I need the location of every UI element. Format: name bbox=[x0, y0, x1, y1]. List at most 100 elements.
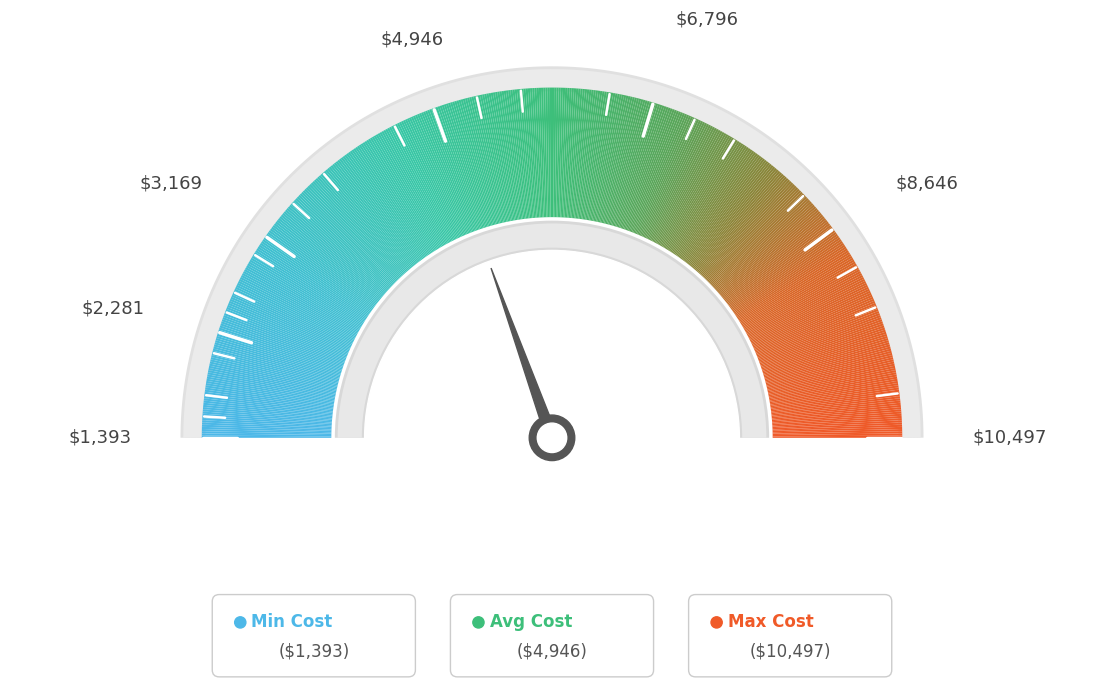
Wedge shape bbox=[495, 92, 518, 220]
Wedge shape bbox=[552, 88, 554, 217]
Wedge shape bbox=[648, 123, 707, 240]
Wedge shape bbox=[670, 142, 742, 253]
Wedge shape bbox=[676, 148, 751, 256]
Wedge shape bbox=[278, 218, 380, 300]
Wedge shape bbox=[330, 165, 414, 267]
Wedge shape bbox=[617, 104, 658, 228]
Wedge shape bbox=[209, 366, 336, 394]
Wedge shape bbox=[703, 182, 794, 278]
Wedge shape bbox=[251, 257, 363, 326]
Wedge shape bbox=[765, 348, 891, 383]
Wedge shape bbox=[361, 144, 433, 253]
Wedge shape bbox=[202, 418, 331, 426]
Wedge shape bbox=[248, 262, 361, 328]
Wedge shape bbox=[231, 297, 350, 351]
Wedge shape bbox=[760, 322, 883, 366]
Wedge shape bbox=[684, 157, 763, 262]
Wedge shape bbox=[267, 232, 373, 309]
Wedge shape bbox=[216, 334, 341, 373]
Wedge shape bbox=[769, 379, 898, 402]
Wedge shape bbox=[585, 92, 607, 220]
Wedge shape bbox=[619, 104, 660, 228]
Wedge shape bbox=[314, 179, 403, 276]
Wedge shape bbox=[751, 285, 868, 343]
Wedge shape bbox=[204, 394, 333, 411]
Wedge shape bbox=[583, 91, 603, 219]
Wedge shape bbox=[692, 168, 777, 268]
Wedge shape bbox=[752, 290, 871, 346]
Wedge shape bbox=[302, 190, 396, 283]
Wedge shape bbox=[740, 254, 851, 323]
Wedge shape bbox=[320, 174, 407, 273]
Wedge shape bbox=[213, 346, 339, 382]
Wedge shape bbox=[541, 88, 546, 217]
Wedge shape bbox=[754, 297, 873, 351]
Wedge shape bbox=[359, 144, 432, 254]
Text: ($10,497): ($10,497) bbox=[750, 642, 831, 660]
Wedge shape bbox=[344, 155, 423, 260]
Wedge shape bbox=[581, 90, 601, 219]
Wedge shape bbox=[284, 211, 384, 296]
Wedge shape bbox=[492, 92, 516, 220]
Wedge shape bbox=[309, 184, 400, 279]
Wedge shape bbox=[223, 315, 346, 362]
Wedge shape bbox=[762, 330, 885, 371]
Wedge shape bbox=[768, 370, 896, 397]
Wedge shape bbox=[439, 106, 482, 229]
Wedge shape bbox=[539, 88, 545, 217]
Wedge shape bbox=[767, 362, 894, 391]
Wedge shape bbox=[755, 301, 875, 353]
Wedge shape bbox=[708, 190, 802, 283]
Wedge shape bbox=[476, 95, 506, 222]
Wedge shape bbox=[735, 243, 845, 316]
Wedge shape bbox=[751, 287, 869, 344]
Wedge shape bbox=[710, 193, 805, 285]
Wedge shape bbox=[570, 89, 583, 218]
Wedge shape bbox=[688, 161, 768, 264]
Wedge shape bbox=[446, 104, 487, 228]
Wedge shape bbox=[270, 228, 375, 307]
Wedge shape bbox=[333, 162, 416, 265]
Wedge shape bbox=[241, 275, 357, 337]
Wedge shape bbox=[206, 381, 335, 403]
Wedge shape bbox=[669, 141, 740, 252]
Wedge shape bbox=[704, 184, 795, 279]
Wedge shape bbox=[577, 90, 594, 219]
Wedge shape bbox=[485, 94, 511, 221]
Wedge shape bbox=[204, 390, 333, 408]
Wedge shape bbox=[317, 177, 405, 274]
Wedge shape bbox=[680, 153, 757, 259]
Wedge shape bbox=[771, 387, 899, 407]
Wedge shape bbox=[326, 169, 411, 270]
Wedge shape bbox=[769, 381, 898, 403]
Wedge shape bbox=[435, 107, 480, 230]
Wedge shape bbox=[731, 234, 838, 310]
Wedge shape bbox=[310, 182, 401, 278]
Wedge shape bbox=[332, 164, 415, 266]
Wedge shape bbox=[664, 135, 730, 248]
Wedge shape bbox=[772, 411, 902, 422]
Wedge shape bbox=[374, 135, 440, 248]
Wedge shape bbox=[608, 99, 644, 225]
Wedge shape bbox=[628, 109, 675, 231]
Wedge shape bbox=[335, 221, 769, 438]
Wedge shape bbox=[319, 175, 406, 273]
Wedge shape bbox=[734, 239, 841, 314]
Wedge shape bbox=[413, 115, 466, 235]
Wedge shape bbox=[215, 338, 340, 376]
Wedge shape bbox=[338, 159, 417, 264]
Wedge shape bbox=[678, 150, 754, 257]
Wedge shape bbox=[350, 150, 426, 257]
Wedge shape bbox=[299, 193, 394, 285]
Wedge shape bbox=[427, 110, 475, 232]
Wedge shape bbox=[756, 307, 878, 357]
Wedge shape bbox=[666, 137, 734, 249]
Wedge shape bbox=[434, 108, 478, 230]
Wedge shape bbox=[572, 89, 585, 218]
Wedge shape bbox=[741, 257, 853, 326]
Text: $3,169: $3,169 bbox=[139, 174, 202, 192]
Wedge shape bbox=[222, 317, 344, 363]
Wedge shape bbox=[224, 313, 346, 360]
Wedge shape bbox=[761, 326, 884, 368]
Wedge shape bbox=[757, 309, 879, 358]
